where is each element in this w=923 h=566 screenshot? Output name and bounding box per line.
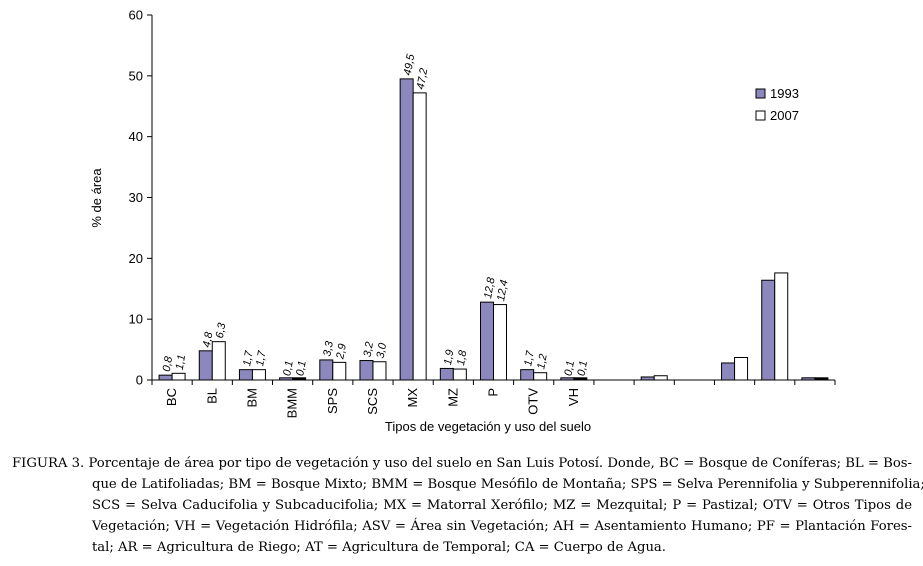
data-label-2007-SPS: 2,9 [334, 343, 349, 361]
axes-group: 0 10 20 30 40 50 60 BC BL BM BMM SPS SCS MX MZ P OTV VH [129, 8, 836, 418]
bar-1993-SCS [359, 360, 374, 381]
data-label-2007-SCS: 3,0 [375, 341, 390, 359]
legend-swatch-2007 [755, 110, 766, 121]
legend-swatch-1993 [755, 88, 766, 99]
bar-2007-OTV [533, 372, 548, 381]
bar-2007-AH [653, 375, 668, 381]
data-label-1993-MX: 49,5 [402, 52, 418, 76]
y-tick-label: 40 [129, 129, 143, 144]
caption-line-3: SCS = Selva Caducifolia y Subcaducifolia… [92, 498, 912, 513]
y-tick-label: 0 [136, 373, 143, 388]
bar-1993-BC [158, 374, 173, 381]
bar-1993-BL [198, 350, 213, 381]
legend-label-2007: 2007 [770, 108, 799, 123]
bar-1993-BM [238, 369, 253, 381]
data-label-2007-MX: 47,2 [415, 67, 431, 90]
bar-1993-SPS [319, 359, 334, 381]
bar-2007-SPS [332, 361, 347, 381]
data-label-2007-BMM: 0,1 [294, 360, 308, 377]
caption-line-4: Vegetación; VH = Vegetación Hidrófila; A… [92, 519, 912, 534]
bar-chart: 0,81,14,86,31,71,70,10,13,32,9 3,23,049,5… [89, 8, 836, 434]
x-tick-label-BMM: BMM [285, 388, 300, 418]
bar-1993-MZ [439, 367, 454, 381]
y-tick-label: 10 [129, 312, 143, 327]
x-axis-title: Tipos de vegetación y uso del suelo [385, 419, 591, 434]
data-label-1993-MZ: 1,9 [442, 349, 456, 366]
x-tick-label-MX: MX [405, 388, 420, 408]
x-tick-label-SPS: SPS [325, 388, 340, 414]
bars-group: 0,81,14,86,31,71,70,10,13,32,9 3,23,049,5… [158, 52, 829, 381]
x-tick-label-BL: BL [204, 388, 219, 404]
bar-2007-BC [171, 372, 186, 381]
data-label-1993-P: 12,8 [482, 276, 498, 300]
caption-line-1: FIGURA 3. Porcentaje de área por tipo de… [12, 456, 912, 471]
data-label-2007-MZ: 1,8 [455, 349, 470, 367]
legend: 1993 2007 [755, 86, 799, 123]
x-tick-label-MZ: MZ [445, 388, 460, 407]
bar-2007-AR [734, 356, 749, 381]
bar-1993-P [480, 301, 494, 381]
x-tick-label-P: P [486, 388, 501, 397]
y-tick-label: 60 [129, 8, 143, 23]
figure-caption: FIGURA 3. Porcentaje de área por tipo de… [12, 453, 923, 558]
x-tick-label-BC: BC [164, 388, 179, 406]
data-label-1993-OTV: 1,7 [522, 349, 537, 367]
bar-2007-BL [211, 341, 226, 381]
x-tick-label-OTV: OTV [526, 388, 541, 415]
bar-1993-MX [399, 78, 414, 381]
bar-1993-OTV [520, 369, 535, 381]
data-label-1993-BM: 1,7 [241, 349, 256, 367]
data-label-1993-VH: 0,1 [562, 360, 576, 377]
bar-2007-BM [251, 369, 266, 381]
data-label-2007-P: 12,4 [495, 279, 511, 302]
caption-line-5: tal; AR = Agricultura de Riego; AT = Agr… [92, 540, 666, 555]
legend-label-1993: 1993 [770, 86, 799, 101]
y-tick-label: 50 [129, 68, 143, 83]
data-label-2007-BL: 6,3 [214, 321, 229, 339]
bar-2007-AT [774, 272, 789, 381]
x-tick-label-BM: BM [244, 388, 259, 408]
data-label-1993-BC: 0,8 [161, 355, 176, 373]
bar-2007-MX [412, 92, 427, 381]
bar-1993-AR [721, 362, 736, 381]
data-label-2007-BC: 1,1 [174, 354, 188, 371]
bar-2007-SCS [372, 361, 387, 381]
data-label-1993-SPS: 3,3 [321, 339, 336, 357]
x-tick-label-VH: VH [566, 388, 581, 406]
y-axis-title: % de área [89, 168, 104, 228]
data-label-1993-SCS: 3,2 [362, 341, 376, 358]
bar-2007-P [493, 304, 507, 381]
data-label-2007-BM: 1,7 [254, 349, 269, 367]
x-tick-label-SCS: SCS [365, 388, 380, 415]
data-label-2007-VH: 0,1 [575, 360, 589, 377]
caption-line-2: que de Latifoliadas; BM = Bosque Mixto; … [92, 477, 923, 492]
data-label-2007-OTV: 1,2 [535, 353, 549, 370]
bar-1993-AT [761, 279, 776, 381]
data-label-1993-BMM: 0,1 [281, 360, 295, 377]
bar-2007-MZ [452, 368, 467, 381]
y-tick-label: 20 [129, 251, 143, 266]
y-tick-label: 30 [129, 190, 143, 205]
